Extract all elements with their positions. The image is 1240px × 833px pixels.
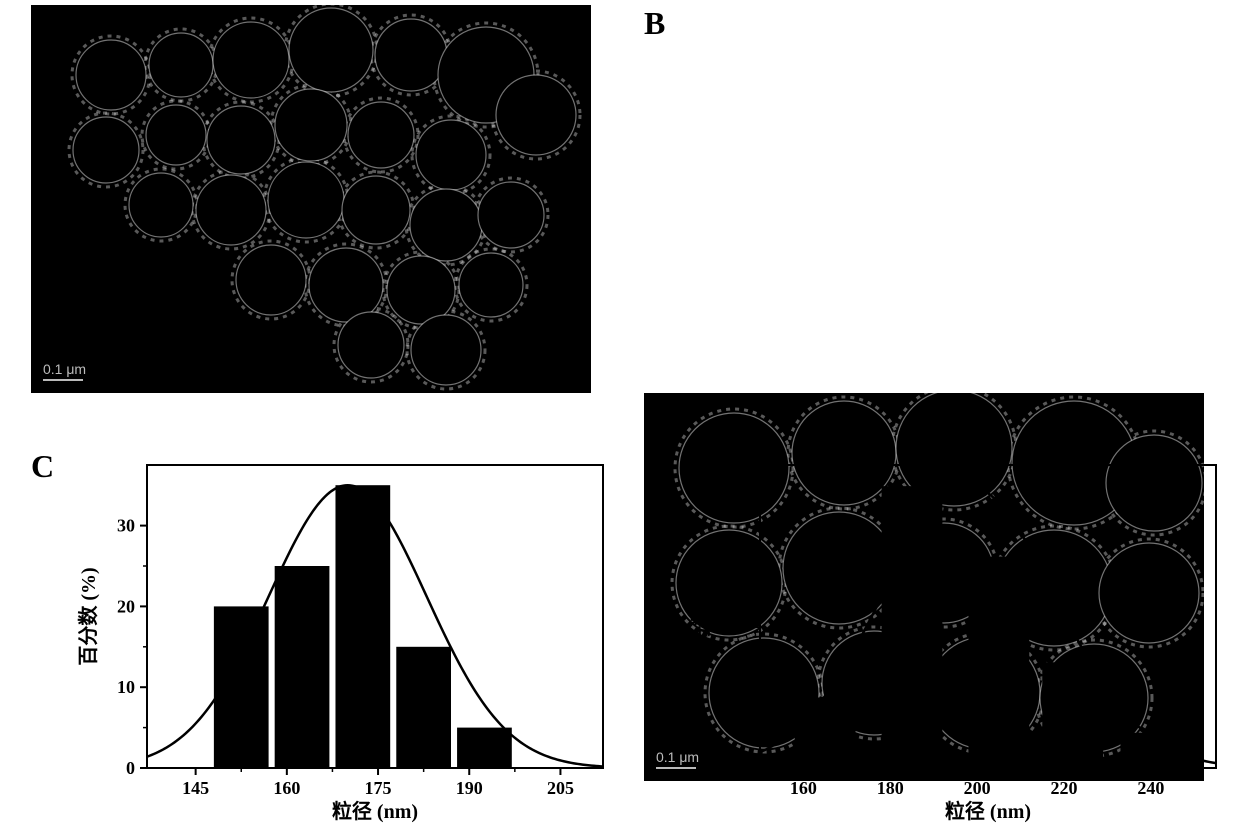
scale-text-a: 0.1 μm (43, 361, 86, 377)
chart-c: 145 160 175 190 205 0 10 20 30 粒径 (nm) 百分数 (%) (75, 455, 623, 830)
svg-text:175: 175 (365, 778, 392, 798)
svg-text:205: 205 (547, 778, 574, 798)
svg-text:粒径 (nm): 粒径 (nm) (945, 799, 1031, 823)
svg-text:180: 180 (877, 778, 904, 798)
panel-label-a: A (31, 5, 54, 42)
micrograph-a-svg (31, 5, 591, 393)
histogram-bar (795, 698, 856, 768)
svg-text:粒径 (nm): 粒径 (nm) (332, 799, 418, 823)
panel-label-b: B (644, 5, 665, 42)
histogram-bar (275, 566, 330, 768)
micrograph-a: 0.1 μm (31, 5, 591, 393)
svg-text:160: 160 (273, 778, 300, 798)
scale-bar-a: 0.1 μm (43, 361, 86, 381)
svg-text:30: 30 (730, 547, 748, 567)
chart-d: 160 180 200 220 240 0 10 20 30 40 粒径 (nm) 百分数 (%) (688, 455, 1236, 830)
panel-label-c: C (31, 448, 54, 485)
chart-c-svg: 145 160 175 190 205 0 10 20 30 粒径 (nm) 百分数 (%) (75, 455, 623, 830)
svg-text:20: 20 (730, 617, 748, 637)
panel-label-d: D (644, 448, 667, 485)
svg-text:40: 40 (730, 476, 748, 496)
svg-text:220: 220 (1051, 778, 1078, 798)
svg-text:160: 160 (790, 778, 817, 798)
scale-line-a (43, 379, 83, 381)
svg-text:240: 240 (1137, 778, 1164, 798)
svg-text:百分数 (%): 百分数 (%) (76, 567, 100, 665)
histogram-bar (882, 486, 943, 768)
svg-text:145: 145 (182, 778, 209, 798)
svg-text:20: 20 (117, 596, 135, 616)
histogram-bar (335, 485, 390, 768)
histogram-bar (396, 647, 451, 768)
svg-text:190: 190 (456, 778, 483, 798)
chart-d-svg: 160 180 200 220 240 0 10 20 30 40 粒径 (nm) 百分数 (%) (688, 455, 1236, 830)
svg-text:0: 0 (126, 758, 135, 778)
svg-text:10: 10 (117, 677, 135, 697)
histogram-bar (1042, 662, 1103, 768)
svg-text:百分数 (%): 百分数 (%) (689, 567, 713, 665)
svg-text:10: 10 (730, 688, 748, 708)
histogram-bar (968, 557, 1029, 768)
svg-text:0: 0 (739, 758, 748, 778)
svg-text:200: 200 (964, 778, 991, 798)
svg-text:30: 30 (117, 516, 135, 536)
histogram-bar (457, 728, 512, 768)
